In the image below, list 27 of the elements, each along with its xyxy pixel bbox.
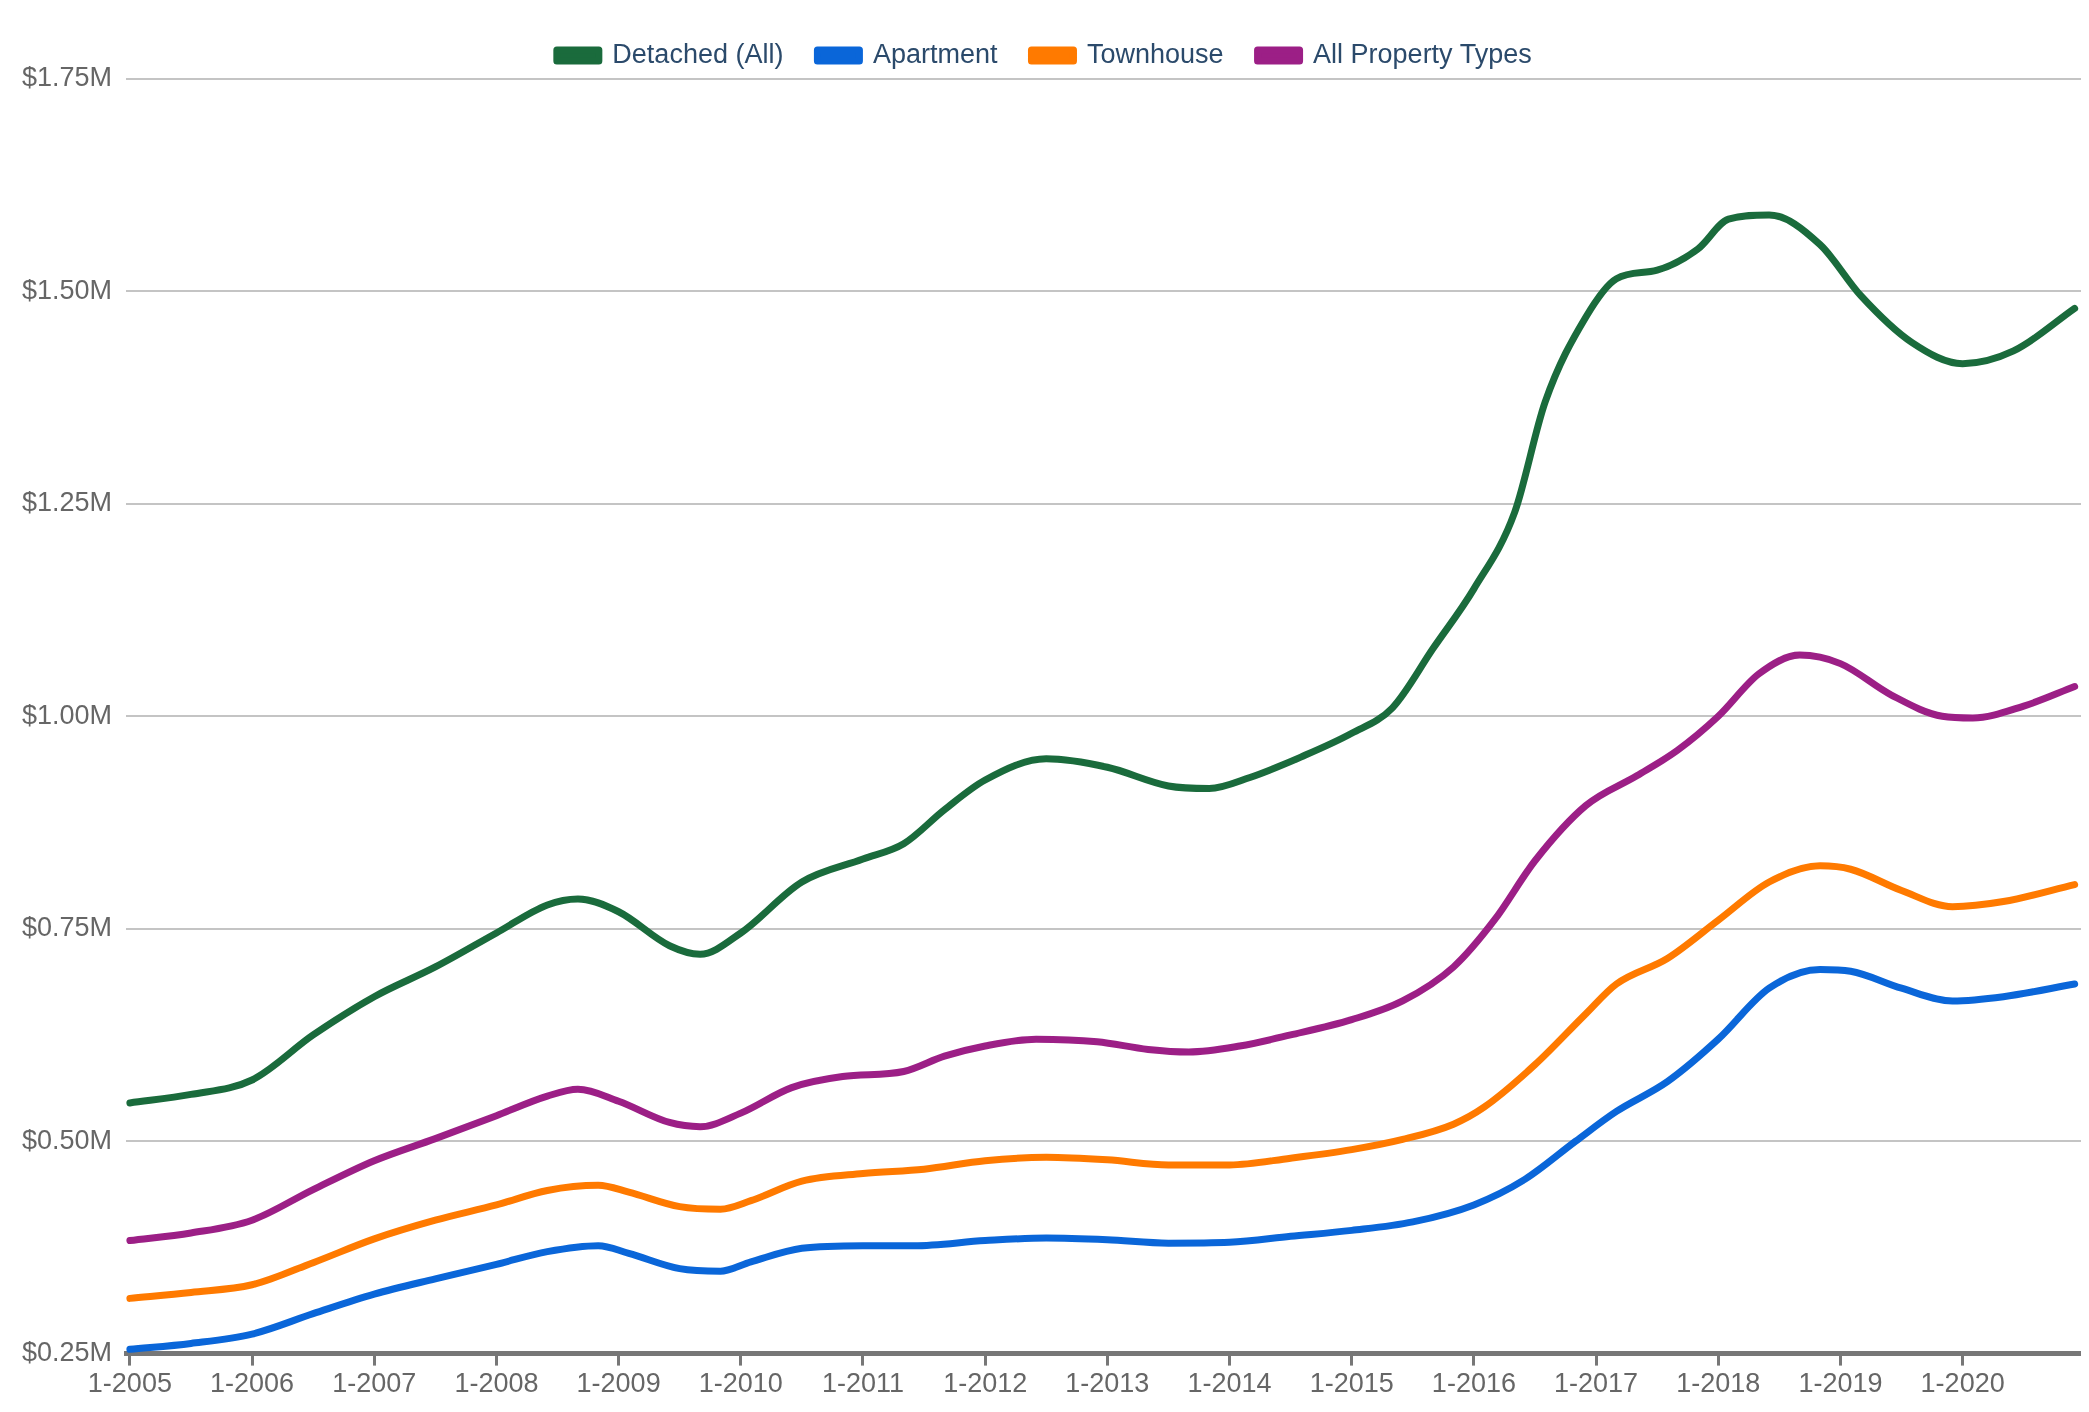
x-tick-label: 1-2005 bbox=[87, 1368, 172, 1399]
legend-label: All Property Types bbox=[1313, 38, 1532, 69]
x-tick-label: 1-2015 bbox=[1309, 1368, 1394, 1399]
x-tick-label: 1-2020 bbox=[1920, 1368, 2005, 1399]
x-tick-label: 1-2019 bbox=[1798, 1368, 1883, 1399]
y-tick-label: $1.00M bbox=[21, 699, 113, 730]
legend-label: Apartment bbox=[872, 38, 998, 69]
y-tick-label: $1.75M bbox=[21, 62, 113, 93]
x-tick-label: 1-2018 bbox=[1676, 1368, 1761, 1399]
x-tick-label: 1-2017 bbox=[1554, 1368, 1639, 1399]
y-tick-label: $1.25M bbox=[21, 487, 113, 518]
x-tick-label: 1-2013 bbox=[1065, 1368, 1150, 1399]
y-tick-label: $0.75M bbox=[21, 912, 113, 943]
x-tick-label: 1-2011 bbox=[821, 1368, 905, 1399]
x-tick-label: 1-2012 bbox=[943, 1368, 1028, 1399]
x-tick-label: 1-2009 bbox=[576, 1368, 661, 1399]
x-tick-label: 1-2006 bbox=[210, 1368, 295, 1399]
legend-label: Detached (All) bbox=[612, 38, 784, 69]
x-tick-label: 1-2010 bbox=[698, 1368, 783, 1399]
y-tick-label: $1.50M bbox=[21, 274, 113, 305]
x-tick-label: 1-2008 bbox=[454, 1368, 539, 1399]
x-tick-label: 1-2016 bbox=[1431, 1368, 1516, 1399]
y-tick-label: $0.25M bbox=[21, 1337, 113, 1368]
x-tick-label: 1-2014 bbox=[1187, 1368, 1272, 1399]
y-tick-label: $0.50M bbox=[21, 1124, 113, 1155]
legend-label: Townhouse bbox=[1086, 38, 1224, 69]
x-tick-label: 1-2007 bbox=[332, 1368, 417, 1399]
